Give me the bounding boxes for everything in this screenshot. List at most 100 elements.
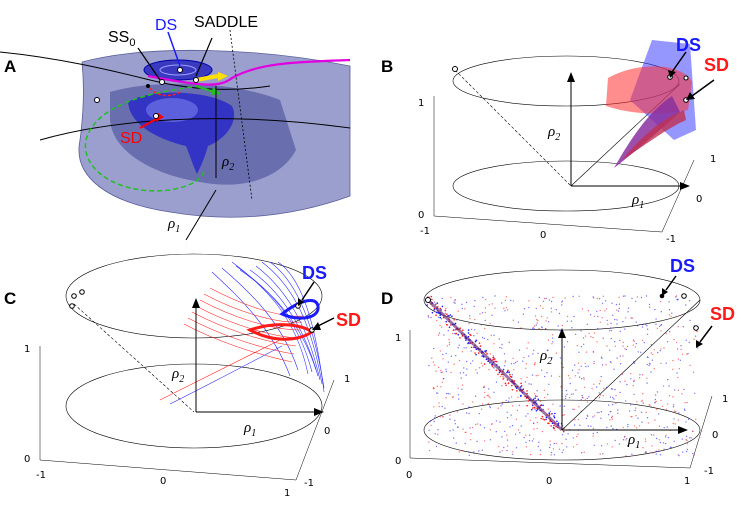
scatter-dot [428,441,430,443]
label-ds-a: DS [155,17,177,34]
scatter-dot [596,310,598,313]
scatter-dot [525,434,527,436]
scatter-dot [689,300,691,302]
scatter-dot [676,348,679,350]
scatter-dot [630,378,632,380]
scatter-dot [452,396,454,399]
scatter-dot [543,297,546,300]
scatter-dot [600,417,602,419]
label-rho1-c: ρ1 [243,420,256,439]
scatter-dot [627,426,629,428]
axis-rho1-a [185,189,217,241]
scatter-dot [677,454,679,456]
scatter-dot [622,341,624,344]
scatter-dot [509,426,511,428]
scatter-dot [483,396,485,398]
scatter-dot [523,356,525,359]
scatter-dot [611,446,613,448]
scatter-dot [559,329,561,332]
scatter-dot [581,377,583,380]
scatter-dot [616,323,618,325]
scatter-dot [645,411,647,414]
scatter-dot [463,367,465,369]
scatter-dot [476,440,478,443]
scatter-dot [447,361,449,363]
scatter-dot [650,406,652,408]
saddle-leader [195,37,213,77]
scatter-dot [528,355,530,357]
axis-rho1-d-arrow [678,426,688,434]
scatter-dot [673,404,675,406]
scatter-dot [429,420,432,422]
scatter-dot [495,381,498,383]
scatter-dot [619,391,621,394]
scatter-dot [509,375,512,378]
scatter-dot [602,453,604,455]
scatter-dot [434,415,436,417]
scatter-dot [622,295,625,297]
scatter-dot [439,314,442,317]
scatter-dot [671,312,673,314]
scatter-dot [457,347,459,349]
scatter-dot [609,396,612,398]
scatter-dot [534,408,536,410]
scatter-dot [512,300,514,302]
scatter-dot [563,414,566,416]
scatter-dot [442,378,445,380]
ds-arrowhead-b [668,70,676,78]
scatter-dot [566,320,568,322]
scatter-dot [636,427,638,429]
scatter-dot [592,435,594,437]
scatter-dot [495,431,497,433]
scatter-dot [653,434,655,436]
scatter-dot [491,423,493,425]
scatter-dot [427,316,430,318]
scatter-dot [599,321,601,323]
scatter-dot [609,327,612,329]
scatter-dot [623,436,626,438]
scatter-dot [535,307,537,310]
scatter-dot [441,297,443,300]
scatter-dot [629,410,631,412]
scatter-dot [512,453,514,455]
scatter-dot [685,439,687,441]
scatter-dot [561,451,563,454]
scatter-dot [525,367,527,369]
label-rho2-d: ρ2 [539,348,552,367]
scatter-dot [658,413,660,415]
scatter-dot [654,398,657,401]
scatter-dot [535,324,537,326]
scatter-dot [523,308,526,310]
scatter-dot [614,388,616,391]
scatter-dot [631,317,634,319]
scatter-dot [550,454,552,456]
scatter-dot [432,386,435,389]
scatter-dot [503,365,506,367]
scatter-dot [567,433,569,435]
scatter-dot [611,416,613,419]
scatter-dot [667,436,670,439]
scatter-dot [454,299,456,301]
scatter-dot [518,404,520,406]
scatter-dot [494,360,497,363]
scatter-dot [445,352,447,355]
scatter-dot [686,401,688,404]
scatter-dot [685,339,687,341]
scatter-dot [433,347,435,350]
scatter-dot [637,351,639,353]
scatter-dot [541,415,544,418]
scatter-dot [610,410,612,413]
scatter-dot [533,328,535,330]
ss-leader [137,47,161,81]
scatter-dot [536,427,538,430]
scatter-dot [477,352,480,354]
axis-rho2-c-arrow [192,298,200,308]
panel-a: A [0,14,351,241]
scatter-dot [656,408,658,411]
scatter-dot [572,393,574,395]
scatter-dot [526,347,528,349]
scatter-dot [454,419,456,422]
scatter-dot [550,375,553,377]
scatter-dot [598,298,601,300]
scatter-dot [484,350,486,352]
